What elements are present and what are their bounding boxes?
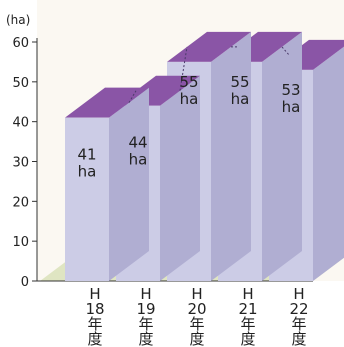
bar-value-label: ha [282, 98, 301, 116]
x-tick-label: 度 [240, 330, 255, 347]
x-tick-label: 21 [238, 300, 257, 318]
y-tick-label: 20 [12, 195, 29, 210]
bar-value-label: 41 [77, 146, 96, 164]
bar-top [65, 87, 149, 118]
bar-value-label: 55 [230, 73, 249, 91]
bar-value-label: ha [231, 90, 250, 108]
bar-value-label: 55 [179, 73, 198, 91]
x-tick-label: 19 [136, 300, 155, 318]
x-tick-label: H [140, 285, 151, 303]
bar [65, 117, 109, 281]
y-tick-label: 0 [21, 275, 29, 290]
x-tick-label: 22 [289, 300, 308, 318]
x-tick-label: 度 [291, 330, 306, 347]
x-tick-label: 年 [189, 315, 204, 333]
x-tick-label: 年 [138, 315, 153, 333]
x-tick-label: 年 [291, 315, 306, 333]
bar-side [262, 31, 302, 281]
trend-connector [281, 46, 290, 56]
y-tick-label: 40 [12, 116, 29, 131]
x-tick-label: 度 [138, 330, 153, 347]
x-tick-label: H [242, 285, 253, 303]
x-tick-label: 年 [240, 315, 255, 333]
bar-value-label: ha [180, 90, 199, 108]
x-tick-label: 年 [87, 315, 102, 333]
bar-value-label: ha [129, 151, 148, 169]
bar-value-label: 44 [128, 134, 147, 152]
x-tick-label: 18 [85, 300, 104, 318]
bar-side [160, 75, 200, 281]
x-tick-label: H [191, 285, 202, 303]
y-tick-label: 50 [12, 76, 29, 91]
bar-value-label: ha [78, 163, 97, 181]
bar-top [167, 31, 251, 62]
x-tick-label: 度 [87, 330, 102, 347]
x-tick-label: 度 [189, 330, 204, 347]
x-tick-label: 20 [187, 300, 206, 318]
bar-side [109, 87, 149, 281]
trend-connector [179, 46, 188, 91]
y-tick-label: 60 [12, 36, 29, 51]
x-tick-label: H [293, 285, 304, 303]
y-axis-unit: (ha) [6, 13, 30, 27]
y-tick-label: 10 [12, 235, 29, 250]
bar-value-label: 53 [281, 81, 300, 99]
bar-side [313, 46, 344, 281]
x-tick-label: H [89, 285, 100, 303]
y-tick-label: 30 [12, 156, 29, 171]
bar-side [211, 31, 251, 281]
